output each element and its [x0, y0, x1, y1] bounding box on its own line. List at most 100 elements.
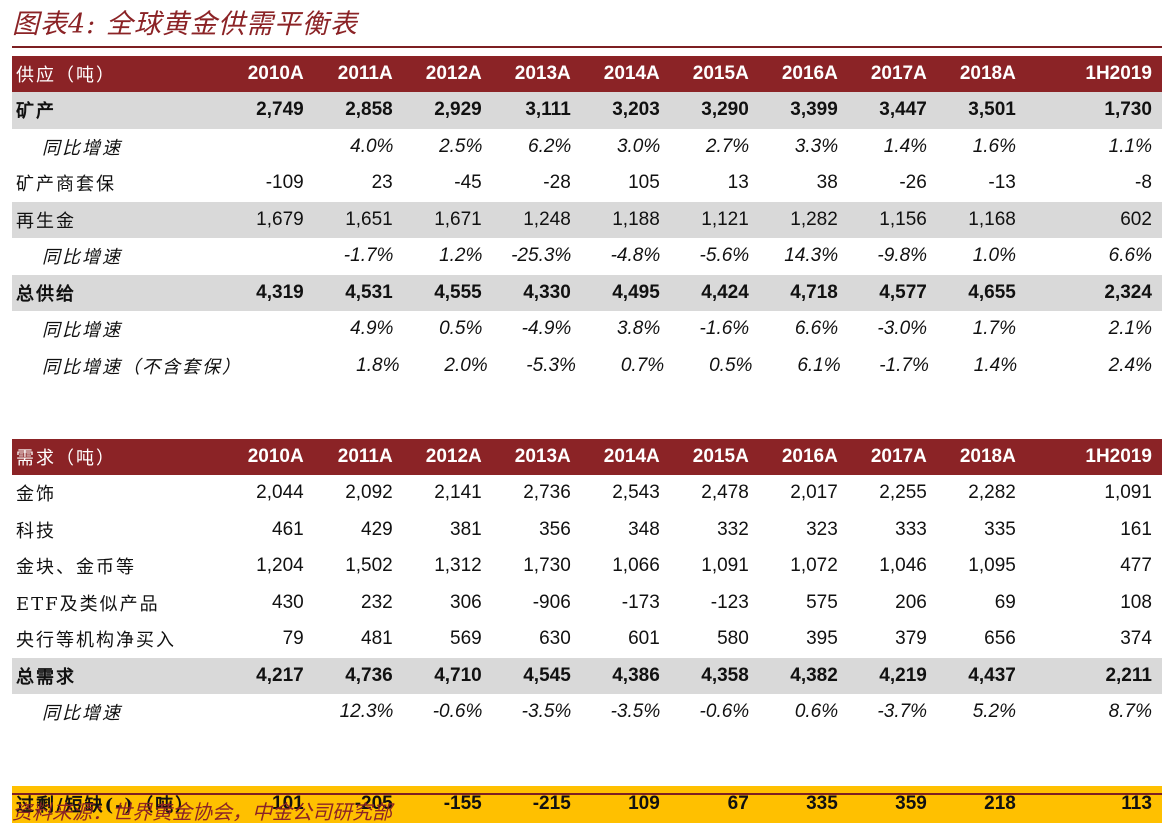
row-label: 央行等机构净买入 [16, 630, 176, 652]
cell-value: 1,156 [879, 208, 927, 230]
demand-row: 央行等机构净买入 79 481 569 630 601 580 395 379 656 374 [12, 621, 1162, 658]
supply-row: 总供给 4,319 4,531 4,555 4,330 4,495 4,424 4,718 4,… [12, 274, 1162, 311]
cell-value: 1,312 [434, 555, 482, 577]
cell-value: 374 [1120, 628, 1152, 650]
row-label: 同比增速（不含套保） [42, 356, 242, 378]
cell-value: 2016A [781, 63, 838, 84]
cell-value: 1.4% [883, 135, 928, 157]
cell-value: 4,382 [790, 664, 838, 686]
cell-value: 0.5% [709, 354, 753, 376]
section-gap [12, 384, 1162, 439]
cell-value: 4,358 [701, 664, 749, 686]
cell-value: 2,282 [968, 482, 1016, 504]
cell-value: 2,749 [256, 99, 304, 121]
cell-value: 3.0% [616, 135, 661, 157]
cell-value: 23 [371, 172, 393, 194]
cell-value: -8 [1135, 172, 1152, 194]
demand-row: 总需求 4,217 4,736 4,710 4,545 4,386 4,358 4,382 4,… [12, 657, 1162, 694]
cell-value: 1.1% [1108, 135, 1152, 157]
cell-value: 4,545 [523, 664, 571, 686]
cell-value: -4.9% [521, 318, 572, 340]
cell-value: 4,495 [612, 281, 660, 303]
supply-row: 矿产商套保 -109 23 -45 -28 105 13 38 -26 -13 -8 [12, 165, 1162, 202]
cell-value: 6.6% [1108, 245, 1152, 267]
demand-row: ETF及类似产品 430 232 306 -906 -173 -123 575 206 69 108 [12, 585, 1162, 622]
cell-value: 69 [994, 591, 1016, 613]
cell-value: 2,929 [434, 99, 482, 121]
cell-value: 1,204 [256, 555, 304, 577]
top-divider [12, 46, 1162, 48]
cell-value: 1,168 [968, 208, 1016, 230]
cell-value: 2018A [959, 446, 1016, 467]
cell-value: 2.5% [439, 135, 483, 157]
cell-value: -205 [354, 793, 393, 814]
cell-value: 359 [895, 793, 927, 814]
cell-value: 1.8% [356, 354, 400, 376]
cell-value: 430 [272, 591, 304, 613]
cell-value: 1,502 [345, 555, 393, 577]
row-label: 同比增速 [42, 137, 122, 159]
cell-value: 3,399 [790, 99, 838, 121]
cell-value: 1,121 [701, 208, 749, 230]
supply-demand-table: 供应（吨） 2010A 2011A 2012A 2013A 2014A 2015A 2016A… [12, 56, 1162, 823]
cell-value: 1,072 [790, 555, 838, 577]
cell-value: -9.8% [877, 245, 928, 267]
cell-value: 2,736 [523, 482, 571, 504]
cell-value: -215 [532, 793, 571, 814]
section-gap [12, 731, 1162, 786]
cell-value: 101 [272, 793, 304, 814]
cell-value: 8.7% [1108, 701, 1152, 723]
cell-value: 2.7% [705, 135, 750, 157]
cell-value: 601 [628, 628, 660, 650]
cell-value: 356 [539, 518, 571, 540]
cell-value: 6.1% [797, 354, 841, 376]
cell-value: 602 [1120, 208, 1152, 230]
cell-value: 2018A [959, 63, 1016, 84]
cell-value: 1,671 [434, 208, 482, 230]
row-label: 矿产 [16, 101, 56, 123]
cell-value: 306 [450, 591, 482, 613]
cell-value: 4,655 [968, 281, 1016, 303]
cell-value: 569 [450, 628, 482, 650]
cell-value: 1,651 [345, 208, 393, 230]
cell-value: 2015A [692, 446, 749, 467]
cell-value: -3.5% [610, 701, 661, 723]
cell-value: 481 [361, 628, 393, 650]
row-label: 供应（吨） [16, 65, 116, 86]
cell-value: 14.3% [784, 245, 839, 267]
cell-value: 109 [628, 793, 660, 814]
cell-value: -109 [265, 172, 304, 194]
cell-value: 2011A [337, 446, 393, 467]
cell-value: 0.6% [794, 701, 839, 723]
cell-value: 1.6% [972, 135, 1016, 157]
cell-value: -0.6% [432, 701, 483, 723]
cell-value: -1.7% [343, 245, 394, 267]
cell-value: 1,046 [879, 555, 927, 577]
supply-row: 矿产 2,749 2,858 2,929 3,111 3,203 3,290 3,399 3,4… [12, 92, 1162, 129]
row-label: 矿产商套保 [16, 174, 116, 196]
demand-row: 同比增速 12.3% -0.6% -3.5% -3.5% -0.6% 0.6% -3.7% 5.… [12, 694, 1162, 731]
cell-value: -3.7% [877, 701, 928, 723]
cell-value: 1,188 [612, 208, 660, 230]
cell-value: 218 [984, 793, 1016, 814]
cell-value: 2,141 [434, 482, 482, 504]
cell-value: 580 [717, 628, 749, 650]
cell-value: 4,424 [701, 281, 749, 303]
cell-value: 575 [806, 591, 838, 613]
cell-value: -3.0% [877, 318, 928, 340]
cell-value: -26 [899, 172, 927, 194]
cell-value: 1,730 [523, 555, 571, 577]
cell-value: 2017A [870, 446, 927, 467]
cell-value: 4,736 [345, 664, 393, 686]
cell-value: 2017A [870, 63, 927, 84]
cell-value: 1.7% [972, 318, 1016, 340]
cell-value: 206 [895, 591, 927, 613]
cell-value: 2,478 [701, 482, 749, 504]
cell-value: -155 [443, 793, 482, 814]
cell-value: 2,017 [790, 482, 838, 504]
cell-value: 4.0% [350, 135, 394, 157]
cell-value: 348 [628, 518, 660, 540]
cell-value: -5.3% [526, 354, 576, 376]
cell-value: 2,324 [1104, 281, 1152, 303]
cell-value: -3.5% [521, 701, 572, 723]
